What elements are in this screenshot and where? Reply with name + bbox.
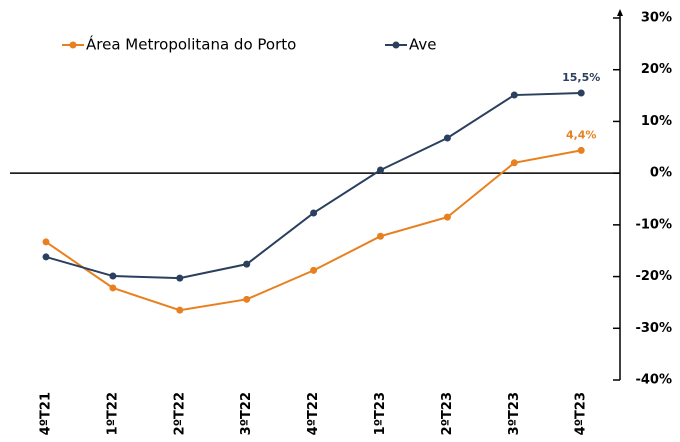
x-tick-label: 2ºT23 <box>440 392 455 435</box>
point <box>109 284 117 292</box>
point <box>310 209 318 217</box>
legend-label: Ave <box>409 36 437 54</box>
legend-marker <box>69 41 77 49</box>
y-tick-label: -40% <box>635 373 672 388</box>
y-tick-label: -30% <box>635 321 672 336</box>
x-tick-label: 4ºT22 <box>306 392 321 435</box>
point <box>377 232 384 240</box>
point <box>109 272 117 280</box>
series-line <box>45 91 582 280</box>
legend-label: Área Metropolitana do Porto <box>86 35 296 54</box>
point <box>243 295 251 303</box>
point <box>510 91 518 99</box>
point <box>42 253 50 261</box>
x-tick-label: 4ºT23 <box>574 392 589 435</box>
point <box>377 166 384 174</box>
y-tick-label: -10% <box>635 217 672 232</box>
axis-arrow <box>617 9 623 16</box>
x-tick-label: 2ºT22 <box>172 392 187 435</box>
x-tick-label: 3ºT23 <box>507 392 522 435</box>
y-tick-label: 20% <box>641 62 672 77</box>
point <box>42 238 50 246</box>
x-tick-label: 1ºT23 <box>373 392 388 435</box>
y-tick-label: -20% <box>635 269 672 284</box>
point <box>176 274 184 282</box>
series-line <box>45 149 582 312</box>
value-label: 15,5% <box>562 71 600 84</box>
x-tick-label: 1ºT22 <box>105 392 120 435</box>
point <box>310 266 318 274</box>
point <box>443 134 451 142</box>
point <box>510 159 518 167</box>
point <box>443 213 451 221</box>
y-tick-label: 0% <box>650 166 672 181</box>
legend-marker <box>392 41 400 49</box>
point <box>176 306 184 314</box>
x-tick-label: 4ºT21 <box>39 392 54 435</box>
x-tick-label: 3ºT22 <box>239 392 254 435</box>
y-tick-label: 30% <box>641 11 672 26</box>
value-label: 4,4% <box>566 128 597 141</box>
point <box>577 146 585 154</box>
point <box>243 260 251 268</box>
point <box>577 89 585 97</box>
y-tick-label: 10% <box>641 114 672 129</box>
